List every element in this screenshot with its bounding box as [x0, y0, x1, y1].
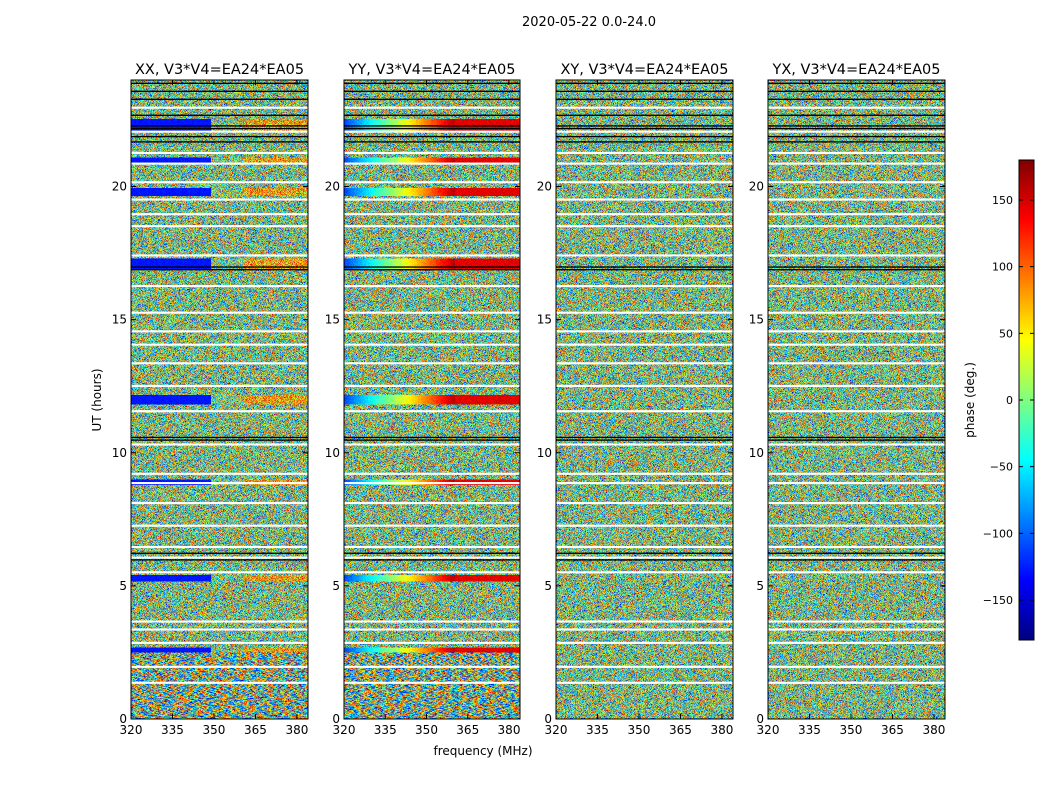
heatmap-image-2	[556, 80, 733, 719]
y-tick-label-2-5: 5	[544, 579, 552, 593]
colorbar-tick-label-0: 0	[1006, 394, 1013, 407]
panels: XX, V3*V4=EA24*EA05 320 335 350 365 380 0 5 10 15…	[112, 62, 946, 737]
x-tick-label-1-380: 380	[498, 723, 521, 737]
panel-title-3: YX, V3*V4=EA24*EA05	[771, 62, 940, 78]
x-tick-label-2-320: 320	[545, 723, 568, 737]
colorbar-label: phase (deg.)	[963, 362, 977, 438]
x-tick-label-2-365: 365	[669, 723, 692, 737]
axes-frame-1	[343, 79, 521, 720]
y-tick-label-2-20: 20	[537, 180, 552, 194]
panel-3: YX, V3*V4=EA24*EA05 320 335 350 365 380 0 5 10 15…	[749, 62, 946, 737]
axes-frame-2	[555, 79, 734, 720]
y-tick-label-2-10: 10	[537, 446, 552, 460]
colorbar-tick-label--50: −50	[990, 461, 1013, 474]
x-tick-label-3-335: 335	[798, 723, 821, 737]
y-tick-label-3-15: 15	[749, 313, 764, 327]
colorbar-ticks: −150 −100 −50 0 50 100 150	[983, 194, 1034, 607]
y-tick-label-2-0: 0	[544, 712, 552, 726]
x-tick-label-2-380: 380	[710, 723, 733, 737]
panel-title-2: XY, V3*V4=EA24*EA05	[560, 62, 728, 78]
heatmap-image-1	[344, 80, 520, 719]
y-tick-label-0-15: 15	[112, 313, 127, 327]
figure-suptitle: 2020-05-22 0.0-24.0	[522, 15, 656, 30]
colorbar-tick-label-100: 100	[992, 261, 1013, 274]
y-tick-label-0-10: 10	[112, 446, 127, 460]
panel-title-0: XX, V3*V4=EA24*EA05	[135, 62, 304, 78]
y-tick-label-1-20: 20	[325, 180, 340, 194]
y-axis-label: UT (hours)	[90, 368, 104, 431]
panel-2: XY, V3*V4=EA24*EA05 320 335 350 365 380 0 5 10 15…	[537, 62, 734, 737]
x-tick-label-1-350: 350	[415, 723, 438, 737]
x-tick-label-0-335: 335	[161, 723, 184, 737]
x-tick-label-1-320: 320	[333, 723, 356, 737]
x-tick-label-2-350: 350	[628, 723, 651, 737]
y-tick-label-0-0: 0	[119, 712, 127, 726]
y-tick-label-0-20: 20	[112, 180, 127, 194]
heatmap-image-0	[131, 80, 308, 719]
panel-title-1: YY, V3*V4=EA24*EA05	[348, 62, 516, 78]
y-tick-label-0-5: 5	[119, 579, 127, 593]
colorbar: −150 −100 −50 0 50 100 150 phase (deg.)	[963, 159, 1035, 641]
x-tick-label-0-365: 365	[244, 723, 267, 737]
x-tick-label-0-350: 350	[203, 723, 226, 737]
y-tick-label-1-15: 15	[325, 313, 340, 327]
colorbar-tick-label-50: 50	[999, 327, 1013, 340]
y-tick-label-1-5: 5	[332, 579, 340, 593]
heatmap-image-3	[768, 80, 945, 719]
x-axis-label: frequency (MHz)	[433, 744, 532, 758]
y-tick-label-3-20: 20	[749, 180, 764, 194]
colorbar-tick-label-150: 150	[992, 194, 1013, 207]
x-tick-label-3-320: 320	[757, 723, 780, 737]
y-tick-label-1-10: 10	[325, 446, 340, 460]
x-tick-label-1-365: 365	[456, 723, 479, 737]
x-tick-label-0-380: 380	[285, 723, 308, 737]
x-tick-label-2-335: 335	[586, 723, 609, 737]
x-tick-label-1-335: 335	[374, 723, 397, 737]
x-tick-label-3-365: 365	[881, 723, 904, 737]
x-tick-label-3-380: 380	[922, 723, 945, 737]
axes-frame-3	[767, 79, 946, 720]
panel-1: YY, V3*V4=EA24*EA05 320 335 350 365 380 0 5 10 15…	[325, 62, 521, 737]
x-tick-label-3-350: 350	[840, 723, 863, 737]
y-tick-label-3-0: 0	[756, 712, 764, 726]
y-tick-label-1-0: 0	[332, 712, 340, 726]
colorbar-tick-label--100: −100	[983, 527, 1013, 540]
y-tick-label-3-5: 5	[756, 579, 764, 593]
axes-frame-0	[130, 79, 309, 720]
panel-0: XX, V3*V4=EA24*EA05 320 335 350 365 380 0 5 10 15…	[112, 62, 309, 737]
colorbar-tick-label--150: −150	[983, 594, 1013, 607]
y-tick-label-2-15: 15	[537, 313, 552, 327]
x-tick-label-0-320: 320	[120, 723, 143, 737]
y-tick-label-3-10: 10	[749, 446, 764, 460]
